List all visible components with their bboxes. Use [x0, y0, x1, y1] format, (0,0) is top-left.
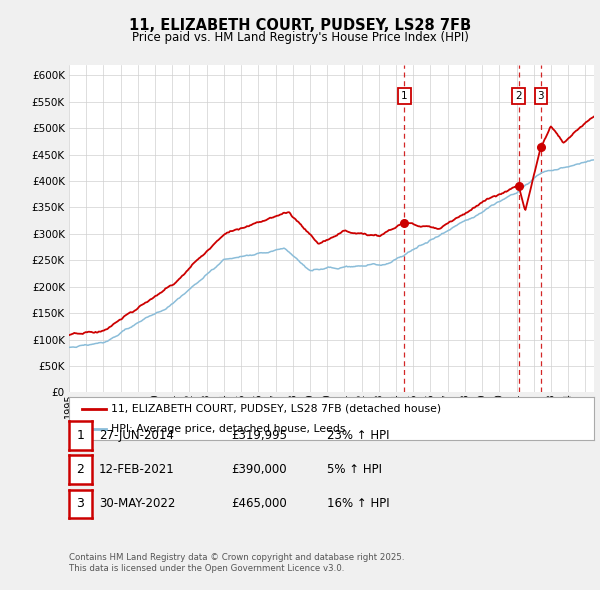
Text: £390,000: £390,000: [231, 463, 287, 476]
Text: 2: 2: [515, 91, 522, 101]
Text: 30-MAY-2022: 30-MAY-2022: [99, 497, 175, 510]
Text: 12-FEB-2021: 12-FEB-2021: [99, 463, 175, 476]
Text: 1: 1: [401, 91, 408, 101]
Text: 16% ↑ HPI: 16% ↑ HPI: [327, 497, 389, 510]
Text: £465,000: £465,000: [231, 497, 287, 510]
Text: 3: 3: [538, 91, 544, 101]
Text: 27-JUN-2014: 27-JUN-2014: [99, 429, 174, 442]
Text: 5% ↑ HPI: 5% ↑ HPI: [327, 463, 382, 476]
Text: Contains HM Land Registry data © Crown copyright and database right 2025.: Contains HM Land Registry data © Crown c…: [69, 553, 404, 562]
Text: 3: 3: [76, 497, 85, 510]
Text: 11, ELIZABETH COURT, PUDSEY, LS28 7FB: 11, ELIZABETH COURT, PUDSEY, LS28 7FB: [129, 18, 471, 32]
Text: Price paid vs. HM Land Registry's House Price Index (HPI): Price paid vs. HM Land Registry's House …: [131, 31, 469, 44]
Text: HPI: Average price, detached house, Leeds: HPI: Average price, detached house, Leed…: [111, 424, 346, 434]
Text: 1: 1: [76, 429, 85, 442]
Text: This data is licensed under the Open Government Licence v3.0.: This data is licensed under the Open Gov…: [69, 564, 344, 573]
Text: 11, ELIZABETH COURT, PUDSEY, LS28 7FB (detached house): 11, ELIZABETH COURT, PUDSEY, LS28 7FB (d…: [111, 404, 441, 414]
Text: 23% ↑ HPI: 23% ↑ HPI: [327, 429, 389, 442]
Text: £319,995: £319,995: [231, 429, 287, 442]
Text: 2: 2: [76, 463, 85, 476]
